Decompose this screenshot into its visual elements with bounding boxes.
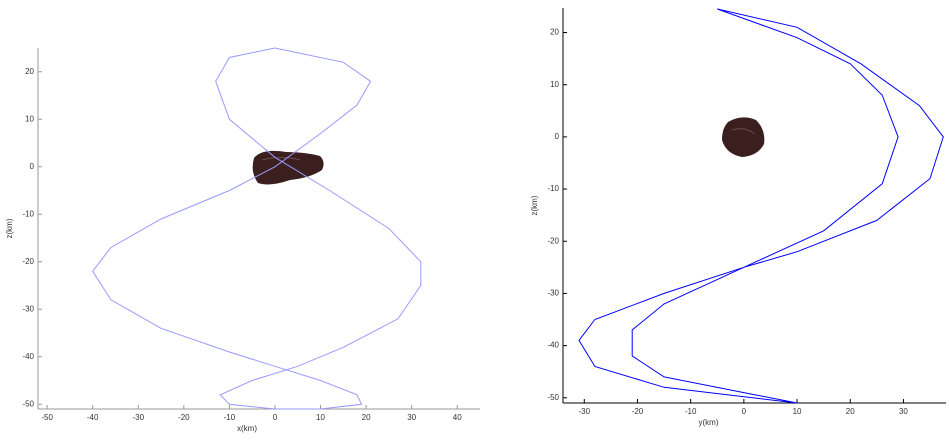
asteroid-left: [252, 150, 324, 185]
x-tick-label: 40: [453, 413, 462, 422]
y-tick-label: -40: [22, 352, 34, 361]
y-tick-label: -50: [547, 393, 559, 402]
y-tick-label: -40: [547, 341, 559, 350]
y-tick-label: -20: [547, 236, 559, 245]
y-tick-label: -30: [22, 304, 34, 313]
y-tick-label: 10: [25, 114, 34, 123]
x-tick-label: 10: [793, 407, 802, 416]
y-tick-label: 0: [555, 132, 560, 141]
x-tick-label: 30: [407, 413, 416, 422]
trajectory: [92, 47, 422, 410]
x-tick-label: -10: [685, 407, 697, 416]
x-tick-label: 30: [899, 407, 908, 416]
x-tick-label: -50: [41, 413, 53, 422]
x-axis-label: x(km): [237, 424, 257, 433]
y-tick-label: -20: [22, 257, 34, 266]
y-tick-label: -10: [547, 184, 559, 193]
y-tick-label: 10: [550, 80, 559, 89]
x-tick-label: 0: [742, 407, 747, 416]
x-tick-label: -20: [632, 407, 644, 416]
x-tick-label: 20: [362, 413, 371, 422]
y-tick-label: 20: [25, 67, 34, 76]
y-tick-label: -30: [547, 289, 559, 298]
x-tick-label: 10: [316, 413, 325, 422]
y-tick-label: 20: [550, 28, 559, 37]
x-tick-label: -40: [87, 413, 99, 422]
x-tick-label: -30: [578, 407, 590, 416]
y-axis-label: z(km): [5, 218, 14, 238]
x-tick-label: 0: [273, 413, 278, 422]
y-tick-label: -50: [22, 399, 34, 408]
x-axis-label: y(km): [699, 418, 719, 427]
x-tick-label: -10: [224, 413, 236, 422]
x-tick-label: 20: [846, 407, 855, 416]
asteroid-right: [722, 117, 765, 157]
y-axis-label: z(km): [530, 195, 539, 215]
x-tick-label: -30: [132, 413, 144, 422]
x-tick-label: -20: [178, 413, 190, 422]
y-tick-label: 0: [30, 162, 35, 171]
y-tick-label: -10: [22, 209, 34, 218]
trajectory: [578, 8, 944, 404]
